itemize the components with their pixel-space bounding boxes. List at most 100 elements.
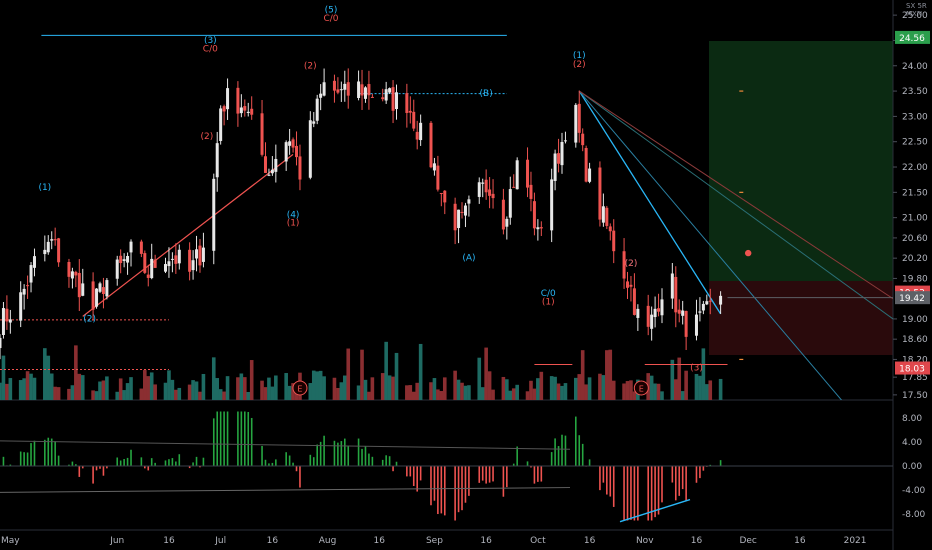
volume-bar [480, 387, 485, 400]
price-level-tag [895, 291, 930, 305]
earnings-icon[interactable] [633, 380, 649, 396]
price-level-value: 18.03 [899, 365, 925, 375]
candle-body [339, 89, 343, 91]
volume-bar [367, 391, 371, 400]
volume-bar [408, 385, 413, 400]
candle-body [26, 285, 30, 287]
candle-body [622, 251, 626, 279]
candle-body [1, 308, 5, 336]
candle-body [681, 310, 685, 316]
volume-bar [611, 380, 616, 400]
volume-bar [487, 371, 492, 400]
candle-body [412, 111, 416, 129]
candle-body [170, 258, 174, 260]
volume-bar [270, 386, 275, 400]
candle-body [122, 259, 126, 261]
candle-body [650, 314, 654, 329]
candle-body [491, 193, 495, 199]
volume-bar [94, 391, 99, 400]
candle-body [539, 227, 543, 229]
candle-body [677, 309, 681, 314]
profit-zone [709, 41, 893, 281]
volume-bar [429, 382, 433, 400]
volume-bar [442, 377, 447, 400]
volume-bar [122, 390, 126, 400]
candle-body [408, 110, 412, 113]
candle-body [343, 83, 347, 90]
volume-bar [67, 388, 71, 400]
candle-body [457, 209, 461, 229]
price-tick-label: 20.60 [902, 234, 928, 244]
volume-bar [263, 387, 268, 400]
candle-body [501, 199, 505, 230]
candle-body [415, 131, 419, 140]
volume-bar [191, 380, 195, 400]
candle-body [532, 201, 536, 229]
volume-bar [308, 383, 313, 400]
candle-body [598, 167, 602, 220]
price-tick-label: 19.00 [902, 315, 928, 325]
volume-bar [580, 350, 585, 400]
volume-bar [370, 377, 375, 400]
volume-bar [453, 370, 457, 400]
candle-body [298, 156, 302, 180]
volume-bar [267, 377, 271, 400]
price-tick-label: 17.85 [902, 373, 928, 383]
candle-body [405, 93, 409, 113]
candle-body [357, 81, 361, 98]
candle-body [463, 205, 467, 216]
candle-body [636, 308, 640, 318]
volume-bar [598, 373, 602, 400]
volume-bar [484, 347, 488, 400]
candle-body [260, 113, 264, 155]
candle-body [608, 226, 612, 232]
volume-bar [143, 370, 147, 400]
candle-body [53, 239, 57, 241]
candle-body [550, 179, 554, 231]
candle-body [143, 253, 147, 273]
volume-bar [680, 391, 685, 400]
volume-bar [539, 371, 544, 400]
alert-marker [744, 249, 752, 257]
candle-body [577, 103, 581, 133]
earnings-icon[interactable] [292, 380, 308, 396]
volume-bar [8, 378, 13, 400]
volume-bar [525, 391, 530, 400]
candle-body [395, 92, 399, 110]
candle-body [657, 308, 661, 312]
volume-bar [463, 385, 468, 400]
wave-label: (5) [325, 6, 338, 16]
candle-body [32, 256, 36, 268]
price-tick-label: 21.00 [902, 214, 928, 224]
volume-bar [153, 384, 157, 400]
candle-body [698, 311, 702, 313]
volume-bar [53, 386, 57, 400]
wave-label: (B) [480, 89, 493, 99]
volume-bar [718, 378, 723, 400]
price-tick-label: 24.00 [902, 62, 928, 72]
wave-label: C/0 [541, 289, 556, 299]
price-tick-label: 18.20 [902, 355, 928, 365]
candle-body [581, 133, 585, 146]
date-tick-label: 16 [691, 536, 703, 546]
candle-body [150, 258, 154, 279]
candle-body [246, 111, 250, 113]
candle-body [346, 82, 350, 96]
candle-body [553, 153, 557, 181]
candle-body [67, 261, 71, 277]
candle-body [708, 300, 712, 302]
volume-bar [698, 375, 702, 400]
volume-bar [284, 373, 288, 400]
volume-bar [222, 391, 226, 400]
candle-body [694, 314, 698, 336]
volume-bar [115, 391, 120, 400]
wave-label: (4) [287, 211, 300, 221]
candle-body [505, 218, 509, 227]
trend-line-up [82, 153, 294, 317]
candle-body [226, 88, 230, 110]
divergence-line [619, 498, 691, 523]
date-tick-label: Aug [319, 536, 337, 546]
volume-bar [225, 376, 230, 400]
